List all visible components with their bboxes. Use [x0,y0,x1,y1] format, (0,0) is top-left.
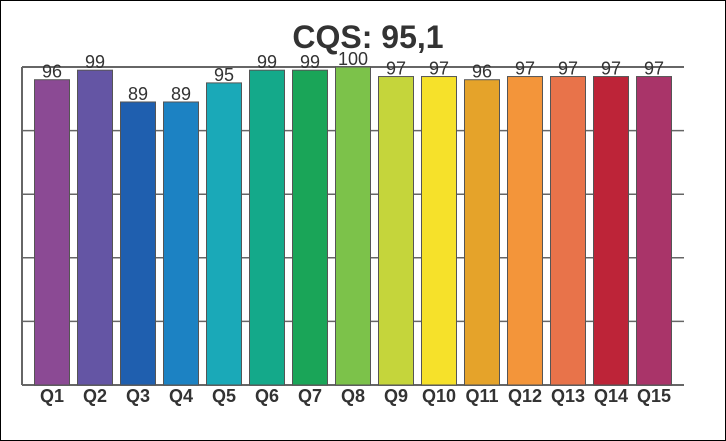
data-label-q5: 95 [214,65,234,85]
data-label-q1: 96 [42,62,62,82]
x-tick-label-q15: Q15 [637,386,671,406]
bar-q10 [421,76,457,386]
x-tick-label-q13: Q13 [551,386,585,406]
bar-q11 [464,79,500,386]
x-tick-label-q3: Q3 [126,386,150,406]
x-tick-label-q7: Q7 [298,386,322,406]
bar-q15 [636,76,672,386]
x-tick-label-q4: Q4 [169,386,193,406]
bar-q8 [335,66,371,386]
chart-title: CQS: 95,1 [292,19,443,55]
data-label-q14: 97 [601,59,621,79]
x-tick-label-q9: Q9 [384,386,408,406]
bar-q13 [550,76,586,386]
data-label-q13: 97 [558,59,578,79]
bar-q2 [77,69,113,386]
bars [34,66,672,386]
x-tick-label-q6: Q6 [255,386,279,406]
bar-q14 [593,76,629,386]
x-tick-label-q5: Q5 [212,386,236,406]
data-label-q6: 99 [257,52,277,72]
x-tick-label-q14: Q14 [594,386,628,406]
bar-q4 [163,101,199,386]
data-label-q11: 96 [472,62,492,82]
data-label-q2: 99 [85,52,105,72]
data-label-q15: 97 [644,59,664,79]
bar-q9 [378,76,414,386]
bar-q1 [34,79,70,386]
bar-q3 [120,101,156,386]
data-label-q3: 89 [128,84,148,104]
data-label-q8: 100 [338,49,368,69]
bar-q6 [249,69,285,386]
data-label-q9: 97 [386,59,406,79]
bar-q5 [206,82,242,386]
bar-q12 [507,76,543,386]
x-tick-label-q2: Q2 [83,386,107,406]
data-label-q4: 89 [171,84,191,104]
data-label-q12: 97 [515,59,535,79]
x-tick-label-q1: Q1 [40,386,64,406]
x-tick-label-q8: Q8 [341,386,365,406]
data-labels: 96 99 89 89 95 99 99 100 97 97 96 97 97 97 97 [42,49,664,104]
bar-q7 [292,69,328,386]
data-label-q7: 99 [300,52,320,72]
data-label-q10: 97 [429,59,449,79]
x-tick-label-q10: Q10 [422,386,456,406]
x-tick-labels: Q1 Q2 Q3 Q4 Q5 Q6 Q7 Q8 Q9 Q10 Q11 Q12 Q13 Q14 Q15 [40,386,671,406]
x-tick-label-q11: Q11 [465,386,498,406]
x-tick-label-q12: Q12 [508,386,542,406]
